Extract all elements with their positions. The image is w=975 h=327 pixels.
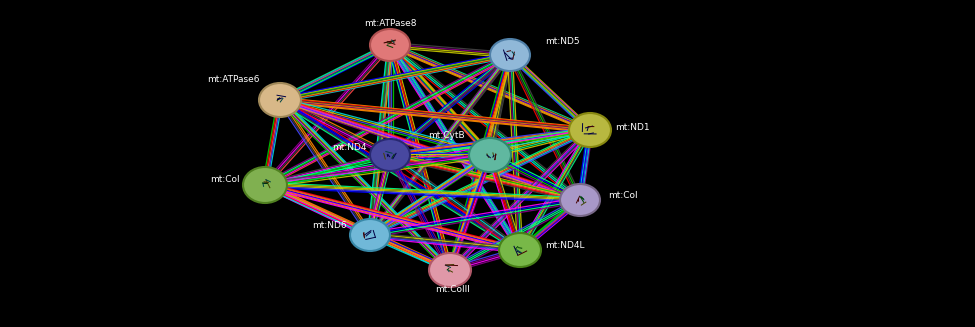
- Ellipse shape: [350, 219, 390, 251]
- Text: mt:CytB: mt:CytB: [428, 131, 465, 140]
- Text: mt:ATPase6: mt:ATPase6: [208, 75, 260, 84]
- Text: mt:ND6: mt:ND6: [312, 220, 347, 230]
- Ellipse shape: [370, 29, 410, 61]
- Ellipse shape: [259, 83, 301, 117]
- Ellipse shape: [499, 233, 541, 267]
- Text: mt:Col: mt:Col: [608, 192, 638, 200]
- Text: mt:ND1: mt:ND1: [615, 124, 649, 132]
- Ellipse shape: [560, 184, 600, 216]
- Ellipse shape: [490, 39, 530, 71]
- Text: mt:ND4L: mt:ND4L: [545, 240, 584, 250]
- Text: mt:CoIII: mt:CoIII: [436, 285, 470, 294]
- Text: mt:CoI: mt:CoI: [211, 176, 240, 184]
- Text: mt:ND5: mt:ND5: [545, 38, 579, 46]
- Ellipse shape: [370, 139, 410, 171]
- Ellipse shape: [429, 253, 471, 287]
- Text: mt:ND4: mt:ND4: [332, 143, 367, 151]
- Text: mt:ATPase8: mt:ATPase8: [364, 19, 416, 28]
- Ellipse shape: [469, 138, 511, 172]
- Ellipse shape: [569, 113, 611, 147]
- Ellipse shape: [243, 167, 287, 203]
